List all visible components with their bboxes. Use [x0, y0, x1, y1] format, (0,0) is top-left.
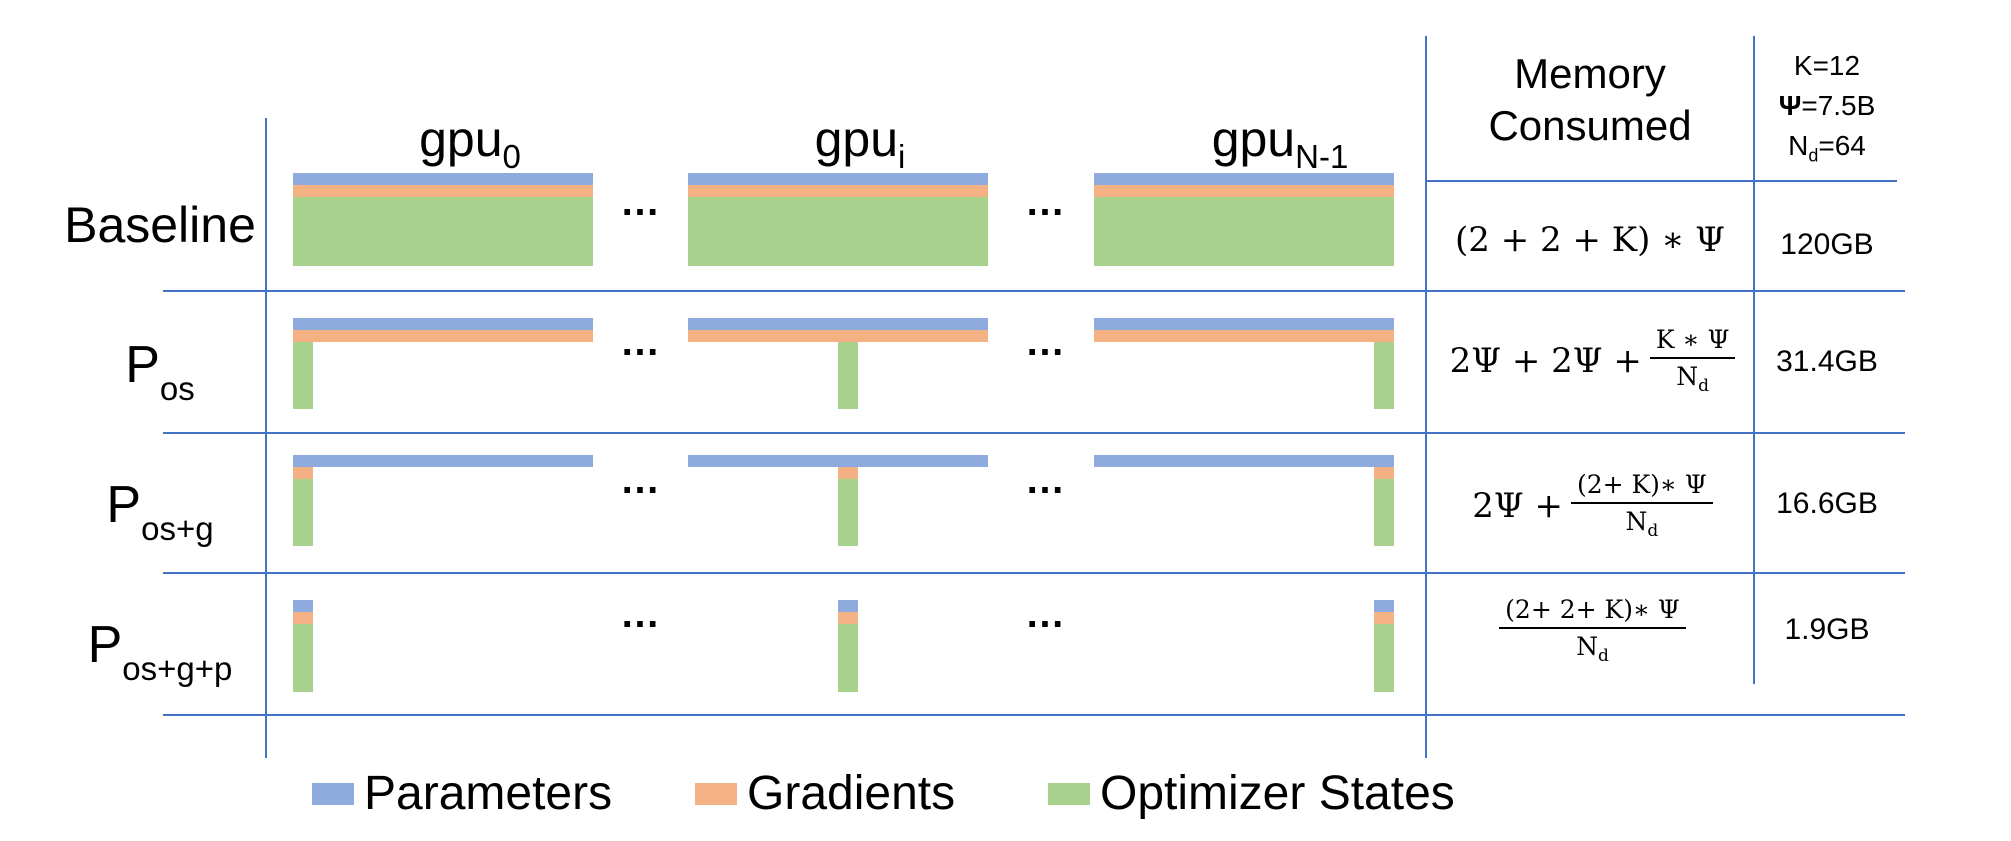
psi-value: Ψ=7.5B [1778, 90, 1876, 121]
gpu-index: 0 [502, 138, 521, 175]
row-label-baseline: Baseline [64, 197, 256, 253]
optimizer-states-shard [838, 624, 858, 692]
gradients-block [688, 330, 988, 342]
legend-item-gradients: Gradients [695, 766, 955, 821]
optimizer-states-shard [1374, 342, 1394, 409]
gradients-block [293, 185, 593, 197]
formula-pos-g: 2Ψ + (2+ K)∗ Ψ Nd [1440, 470, 1745, 541]
optimizer-states-block [688, 197, 988, 266]
memory-value-baseline: 120GB [1780, 228, 1874, 261]
gradients-shard [1374, 467, 1394, 479]
optimizer-states-shard [293, 479, 313, 546]
parameters-block [688, 455, 988, 467]
optimizer-states-shard [293, 624, 313, 692]
parameters-shard [293, 600, 313, 612]
gpu-index: N-1 [1295, 138, 1349, 175]
gradients-block [293, 330, 593, 342]
ellipsis: … [620, 592, 662, 636]
row-rule-3 [163, 572, 1905, 574]
gradients-shard [838, 612, 858, 624]
memory-divider [1425, 36, 1427, 758]
fraction: (2+ 2+ K)∗ Ψ Nd [1499, 595, 1686, 666]
formula-baseline: (2 + 2 + K) ∗ Ψ [1455, 220, 1725, 260]
row-rule-2 [163, 432, 1905, 434]
gradients-block [1094, 185, 1394, 197]
row-rule-4 [163, 714, 1905, 716]
parameters-block [1094, 455, 1394, 467]
gradients-shard [838, 467, 858, 479]
memory-consumed-header: Memory Consumed [1488, 50, 1692, 149]
nd-value: Nd=64 [1788, 130, 1866, 166]
ellipsis: … [1025, 180, 1067, 224]
legend-swatch [312, 782, 354, 805]
optimizer-states-block [1094, 197, 1394, 266]
optimizer-states-block [293, 197, 593, 266]
ellipsis: … [1025, 320, 1067, 364]
optimizer-states-shard [838, 342, 858, 409]
legend-swatch [1048, 782, 1090, 805]
formula-pos: 2Ψ + 2Ψ + K ∗ Ψ Nd [1440, 325, 1745, 396]
legend-swatch [695, 782, 737, 805]
parameters-block [1094, 173, 1394, 185]
ellipsis: … [620, 458, 662, 502]
memory-value-pos-g: 16.6GB [1776, 487, 1878, 520]
optimizer-states-shard [1374, 479, 1394, 546]
optimizer-states-shard [1374, 624, 1394, 692]
config-divider [1753, 36, 1755, 684]
optimizer-states-shard [838, 479, 858, 546]
row-label-pos: Pos [125, 336, 195, 407]
parameters-block [293, 455, 593, 467]
gpu-label: gpu [814, 111, 899, 167]
row-rule-1 [163, 290, 1905, 292]
fraction: K ∗ Ψ Nd [1649, 325, 1736, 396]
row-label-pos-g: Pos+g [106, 476, 214, 547]
gpu-label: gpu [1211, 111, 1296, 167]
row-label-pos-g-p: Pos+g+p [87, 616, 233, 687]
ellipsis: … [620, 320, 662, 364]
memory-value-pos: 31.4GB [1776, 345, 1878, 378]
parameters-block [688, 173, 988, 185]
ellipsis: … [620, 180, 662, 224]
formula-pos-g-p: (2+ 2+ K)∗ Ψ Nd [1440, 595, 1745, 666]
gpu-label: gpu [419, 111, 503, 167]
parameters-shard [838, 600, 858, 612]
parameters-block [688, 318, 988, 330]
ellipsis: … [1025, 458, 1067, 502]
config-header: K=12 Ψ=7.5B Nd=64 [1757, 46, 1897, 176]
header-rule [1427, 180, 1897, 182]
parameters-shard [1374, 600, 1394, 612]
k-value: K=12 [1793, 50, 1861, 81]
parameters-block [293, 173, 593, 185]
column-header-gpu-0: gpu0 [300, 110, 640, 176]
parameters-block [293, 318, 593, 330]
column-header-gpu-n-1: gpuN-1 [1110, 110, 1450, 176]
parameters-block [1094, 318, 1394, 330]
psi-symbol: Ψ [1778, 90, 1802, 121]
gradients-block [688, 185, 988, 197]
gradients-shard [1374, 612, 1394, 624]
gradients-shard [293, 612, 313, 624]
memory-value-pos-g-p: 1.9GB [1784, 613, 1870, 646]
legend-item-parameters: Parameters [312, 766, 612, 821]
fraction: (2+ K)∗ Ψ Nd [1570, 470, 1713, 541]
gpu-index: i [898, 138, 906, 175]
legend-item-optimizer-states: Optimizer States [1048, 766, 1455, 821]
gradients-block [1094, 330, 1394, 342]
optimizer-states-shard [293, 342, 313, 409]
ellipsis: … [1025, 592, 1067, 636]
left-divider [265, 118, 267, 758]
gradients-shard [293, 467, 313, 479]
column-header-gpu-i: gpui [690, 110, 1030, 176]
